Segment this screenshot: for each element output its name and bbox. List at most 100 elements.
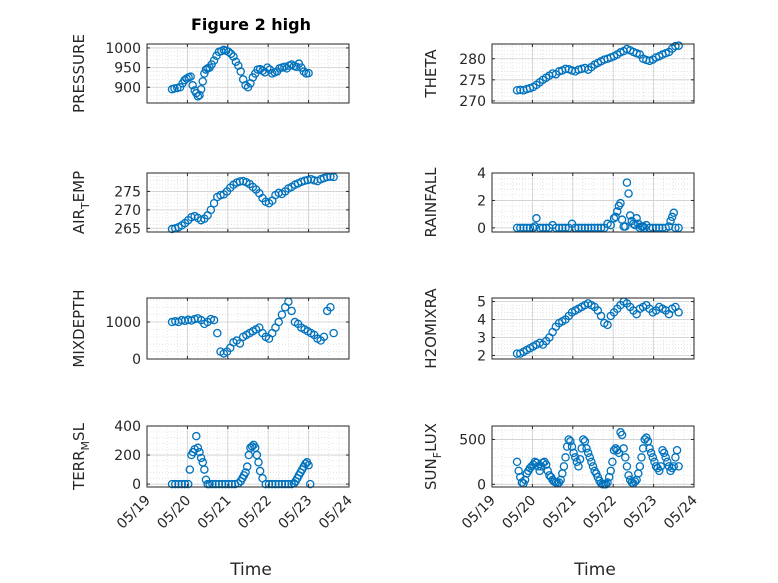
data-point — [621, 453, 630, 462]
data-point — [303, 175, 313, 185]
data-point — [587, 457, 596, 467]
data-point — [577, 444, 586, 453]
data-point — [585, 453, 595, 462]
minor-grid — [491, 172, 695, 232]
x-axis-label-left: Time — [229, 560, 272, 580]
axes-box — [491, 172, 695, 233]
data-point — [209, 315, 219, 325]
y-tick-label: 1000 — [105, 41, 141, 57]
data-point — [206, 205, 216, 215]
y-tick-label: 265 — [114, 221, 141, 237]
data-point — [185, 465, 195, 474]
data-point — [195, 90, 204, 100]
data-point — [304, 460, 313, 470]
data-point — [614, 448, 624, 458]
subplot-7: 0 200 400 05/19 05/20 05/21 05/22 05/23 05/24 TER… — [70, 419, 356, 532]
data-point — [530, 222, 540, 231]
data-point — [226, 49, 236, 59]
data-point — [674, 308, 683, 317]
y-axis-label: RAINFALL — [422, 167, 440, 238]
data-point — [564, 435, 574, 444]
data-point — [656, 462, 666, 471]
data-point — [195, 447, 204, 457]
data-point — [205, 479, 214, 489]
data-point — [183, 479, 193, 489]
x-axis-label-right: Time — [573, 560, 616, 580]
data-series — [512, 297, 683, 358]
data-point — [619, 444, 628, 453]
data-point — [177, 315, 186, 325]
data-point — [554, 223, 564, 233]
data-point — [274, 317, 283, 327]
data-point — [180, 479, 190, 489]
data-point — [287, 306, 296, 316]
data-point — [305, 479, 315, 489]
axes-box — [146, 297, 350, 360]
data-point — [528, 223, 538, 233]
data-point — [551, 223, 561, 233]
data-point — [667, 212, 677, 222]
data-point — [214, 479, 224, 489]
data-point — [624, 189, 633, 198]
subplot-2: 270 275 280 THETA — [422, 41, 695, 110]
y-axis-label: THETA — [422, 49, 440, 99]
data-point — [635, 462, 645, 471]
subplot-1: 900 950 1000 PRESSURE — [70, 34, 350, 113]
y-tick-label: 270 — [459, 94, 486, 110]
data-point — [329, 328, 338, 338]
axes-box — [146, 172, 350, 233]
data-point — [669, 208, 679, 218]
data-point — [561, 223, 570, 233]
data-point — [588, 462, 598, 471]
y-axis-label: SUNFLUX — [422, 423, 444, 490]
data-point — [235, 177, 245, 186]
data-point — [216, 190, 225, 200]
data-series — [512, 428, 683, 489]
data-point — [651, 223, 661, 233]
data-point — [558, 223, 567, 233]
data-point — [193, 443, 203, 453]
y-tick-label: 200 — [114, 448, 141, 464]
data-point — [622, 178, 632, 187]
data-point — [606, 466, 616, 476]
y-tick-label: 400 — [114, 419, 141, 435]
data-point — [574, 223, 583, 233]
figure-title: Figure 2 high — [191, 15, 311, 34]
data-point — [516, 223, 525, 233]
data-point — [170, 84, 179, 93]
data-point — [235, 339, 245, 348]
data-point — [512, 86, 522, 95]
data-point — [577, 223, 586, 233]
subplot-5: 0 1000 MIXDEPTH — [70, 289, 350, 368]
data-point — [211, 479, 220, 489]
data-point — [512, 223, 522, 233]
data-point — [241, 468, 250, 477]
y-axis-label: H2OMIXRA — [422, 288, 440, 369]
data-point — [263, 63, 272, 72]
data-point — [277, 310, 287, 319]
data-point — [284, 479, 293, 489]
y-tick-label: 0 — [477, 477, 486, 493]
data-point — [519, 223, 528, 233]
data-point — [583, 448, 593, 458]
data-point — [512, 457, 522, 467]
data-point — [663, 457, 672, 467]
data-point — [236, 67, 245, 76]
data-point — [167, 317, 177, 327]
axes-box — [146, 43, 350, 104]
minor-grid — [146, 298, 350, 360]
data-point — [535, 223, 544, 233]
data-point — [648, 223, 658, 233]
x-tick-label: 05/23 — [276, 493, 316, 533]
x-tick-label: 05/21 — [195, 493, 235, 533]
data-point — [655, 466, 664, 476]
data-point — [209, 56, 219, 65]
data-point — [274, 479, 283, 489]
data-point — [229, 52, 238, 61]
data-point — [188, 81, 197, 90]
data-point — [645, 444, 654, 453]
data-point — [630, 477, 640, 486]
subplot-6: 2 34 5 H2OMIXRA — [422, 288, 695, 369]
data-point — [666, 216, 675, 226]
